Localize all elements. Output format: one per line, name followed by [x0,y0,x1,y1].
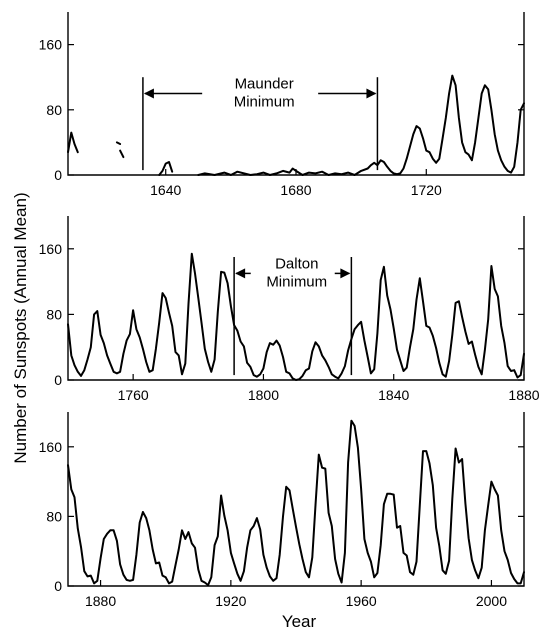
arrow-right-head [366,88,377,99]
y-axis-title: Number of Sunspots (Annual Mean) [11,192,30,463]
x-axis-title: Year [282,612,317,631]
x-tick-label: 1760 [118,387,149,403]
sunspot-series-dalton [67,252,525,381]
arrow-right-head [340,268,351,279]
y-tick-label: 0 [54,167,62,183]
x-tick-label: 1840 [378,387,409,403]
x-tick-label: 1720 [411,182,442,198]
x-tick-label: 1920 [215,593,246,609]
sunspot-series-modern [67,419,525,587]
x-tick-label: 1880 [85,593,116,609]
y-tick-label: 160 [39,241,63,257]
y-tick-label: 160 [39,37,63,53]
y-tick-label: 80 [46,102,62,118]
sunspot-series-maunder [197,74,525,176]
y-tick-label: 160 [39,439,63,455]
x-tick-label: 2000 [476,593,507,609]
minimum-label-line: Minimum [266,273,327,290]
y-tick-label: 0 [54,578,62,594]
plot-frame [67,412,525,587]
sunspot-series-maunder [67,131,79,154]
minimum-label-line: Dalton [275,255,318,272]
minimum-label-line: Minimum [234,94,295,111]
y-tick-label: 0 [54,372,62,388]
y-tick-label: 80 [46,508,62,524]
sunspot-series-maunder [158,161,174,176]
x-tick-label: 1800 [248,387,279,403]
plot-frame [67,216,525,381]
y-tick-label: 80 [46,306,62,322]
x-tick-label: 1640 [150,182,181,198]
arrow-left-head [143,88,154,99]
x-tick-label: 1880 [508,387,539,403]
x-tick-label: 1960 [346,593,377,609]
sunspot-series-maunder [115,141,122,145]
panel-modern: 0 80 160 1880 1920 1960 2000 [39,412,525,609]
sunspot-series-maunder [119,149,125,159]
arrow-left-head [235,268,246,279]
minimum-label-line: Maunder [235,76,294,93]
x-tick-label: 1680 [280,182,311,198]
